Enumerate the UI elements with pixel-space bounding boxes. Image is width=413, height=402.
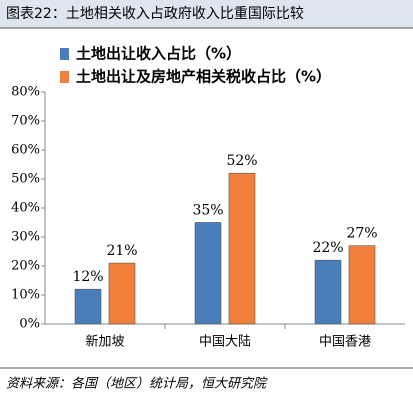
legend-label: 土地出让收入占比（%）: [76, 45, 241, 63]
y-tick-label: 30%: [11, 230, 40, 245]
title-band: [0, 0, 413, 28]
y-tick-label: 40%: [11, 201, 40, 216]
bar: [74, 288, 102, 325]
chart-title: 图表22：土地相关收入占政府收入比重国际比较: [6, 6, 304, 22]
value-label: 27%: [346, 226, 377, 242]
y-tick-label: 60%: [11, 143, 40, 158]
bar: [108, 262, 136, 325]
value-label: 21%: [106, 243, 137, 259]
source: 资料来源：各国（地区）统计局，恒大研究院: [6, 376, 268, 392]
x-tick-label: 新加坡: [85, 334, 124, 350]
y-tick-label: 20%: [11, 259, 40, 274]
legend-label: 土地出让及房地产相关税收占比（%）: [76, 68, 331, 86]
y-tick-label: 70%: [11, 114, 40, 129]
value-label: 12%: [72, 269, 103, 285]
bar: [194, 222, 222, 325]
value-label: 52%: [226, 153, 257, 169]
bar: [348, 245, 376, 325]
bar: [228, 172, 256, 325]
legend-swatch: [60, 71, 69, 83]
x-tick-label: 中国大陆: [199, 334, 251, 350]
y-tick-label: 80%: [11, 85, 40, 100]
y-tick-label: 10%: [11, 288, 40, 303]
value-label: 35%: [192, 203, 223, 219]
y-tick-label: 0%: [19, 317, 40, 332]
x-tick-label: 中国香港: [319, 335, 371, 350]
bar: [314, 259, 342, 325]
y-tick-label: 50%: [11, 172, 40, 187]
value-label: 22%: [312, 240, 343, 256]
legend-swatch: [60, 48, 69, 60]
